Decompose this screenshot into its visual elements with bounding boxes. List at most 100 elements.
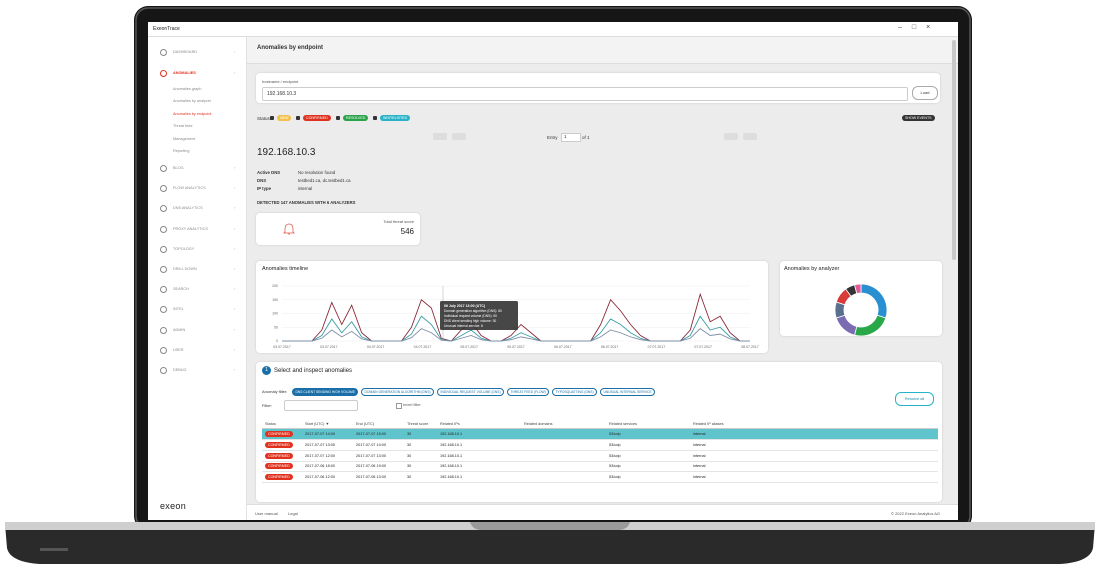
title-bar: ExeonTrace –□× bbox=[148, 22, 958, 37]
table-row[interactable] bbox=[262, 472, 938, 484]
status-checkbox[interactable] bbox=[270, 116, 274, 120]
text-filter-label: Filter: bbox=[262, 403, 272, 408]
show-events[interactable]: SHOW EVENTS bbox=[902, 115, 935, 121]
bell-icon bbox=[283, 223, 295, 235]
status-checkbox[interactable] bbox=[296, 116, 300, 120]
status-checkbox[interactable] bbox=[336, 116, 340, 120]
anomaly-summary: DETECTED 147 ANOMALIES WITH 6 ANALYZERS bbox=[257, 200, 356, 205]
filter-label: Anomaly filter: bbox=[262, 389, 288, 394]
analyzer-card: Anomalies by analyzer bbox=[780, 261, 942, 336]
screen: ExeonTrace –□× exeon DASHBOARD › ANOMALIES… bbox=[148, 22, 958, 520]
first-page[interactable] bbox=[433, 133, 447, 140]
status-chip[interactable]: NEW bbox=[277, 115, 292, 121]
nav-item[interactable]: TOPOLOGY bbox=[173, 246, 195, 251]
window-controls[interactable]: –□× bbox=[898, 24, 941, 31]
status-chip[interactable]: WHITELISTED bbox=[380, 115, 411, 121]
nav-subitem[interactable]: Threat feed bbox=[173, 124, 193, 129]
filter-chip[interactable]: DNS CLIENT SENDING HIGH VOLUME bbox=[292, 388, 359, 396]
nav-subitem[interactable]: Management bbox=[173, 136, 196, 141]
status-chip[interactable]: CONFIRMED bbox=[265, 463, 293, 470]
analyzer-donut bbox=[834, 283, 888, 336]
filter-input[interactable] bbox=[284, 400, 358, 411]
filter-chip[interactable]: UNUSUAL INTERNAL SERVICE bbox=[600, 388, 656, 396]
tooltip bbox=[440, 301, 518, 330]
filter-chip[interactable]: THREAT FEED (FLOW) bbox=[507, 388, 550, 396]
last-page[interactable] bbox=[743, 133, 757, 140]
invert-checkbox[interactable] bbox=[396, 403, 402, 409]
table-row[interactable] bbox=[262, 451, 938, 462]
y-tick-label: 100 bbox=[272, 312, 278, 316]
cell: 2017-07-07 13:00 bbox=[305, 442, 335, 447]
analyzer-title: Anomalies by analyzer bbox=[784, 266, 840, 272]
footer-link[interactable]: Legal bbox=[288, 511, 298, 516]
nav-caret: › bbox=[234, 266, 236, 271]
y-tick-label: 0 bbox=[276, 339, 278, 343]
invert-label: Invert filter bbox=[403, 403, 421, 407]
status-checkbox[interactable] bbox=[373, 116, 377, 120]
next-page[interactable] bbox=[724, 133, 738, 140]
nav-item[interactable]: ANOMALIES bbox=[173, 71, 196, 75]
tooltip-line: 06 July 2017 13:00 (UTC) bbox=[444, 304, 485, 308]
table-row[interactable] bbox=[262, 429, 938, 440]
nav-item[interactable]: PROXY ANALYTICS bbox=[173, 226, 208, 231]
x-tick-label: 06.07.2017 bbox=[601, 345, 619, 349]
page-header: Anomalies by endpoint bbox=[247, 37, 958, 64]
tooltip-line: Individual request volume (DNS): 50 bbox=[444, 314, 497, 318]
filter-chip[interactable]: INDIVIDUAL REQUEST VOLUME (DNS) bbox=[437, 388, 505, 396]
cell: 53/udp bbox=[609, 475, 621, 480]
search-input[interactable]: 192.168.10.3 bbox=[262, 87, 908, 101]
donut-segment bbox=[860, 283, 888, 319]
nav-caret: › bbox=[234, 245, 236, 251]
y-tick-label: 200 bbox=[272, 284, 278, 288]
nav-item[interactable]: USER bbox=[173, 347, 184, 352]
footer: © 2022 Exeon Analytics AG User manual Leg… bbox=[247, 504, 958, 520]
nav-icon bbox=[160, 70, 167, 77]
footer-link[interactable]: User manual bbox=[255, 511, 278, 516]
score-label: Total threat score bbox=[383, 219, 414, 224]
nav-icon bbox=[160, 225, 167, 233]
entry-input[interactable]: 1 bbox=[561, 133, 581, 142]
nav-item[interactable]: ADMIN bbox=[173, 327, 186, 332]
nav-item[interactable]: DNS ANALYTICS bbox=[173, 206, 203, 211]
score-card: Total threat score 546 bbox=[256, 213, 420, 245]
resolve-all[interactable]: Resolve all bbox=[895, 392, 934, 406]
sidebar: exeon DASHBOARD › ANOMALIES › Anomalies grap… bbox=[148, 37, 247, 520]
info-value: testbed1.ca, dc.testbed1.ca bbox=[298, 178, 351, 183]
status-chip[interactable]: CONFIRMED bbox=[265, 441, 293, 448]
nav-item[interactable]: DEBUG bbox=[173, 368, 187, 372]
anomalies-card: 1 Select and inspect anomalies Anomaly f… bbox=[256, 362, 942, 502]
nav-item[interactable]: BLOG bbox=[173, 166, 184, 170]
load-button[interactable]: Load bbox=[912, 86, 938, 100]
nav-item[interactable]: FLOW ANALYTICS bbox=[173, 186, 206, 191]
nav-subitem[interactable]: Anomalies by analyzer bbox=[173, 99, 212, 104]
nav-item[interactable]: DRILL DOWN bbox=[173, 267, 197, 271]
status-chip[interactable]: RESOLVED bbox=[343, 115, 369, 121]
nav-subitem[interactable]: Reporting bbox=[173, 149, 190, 153]
cell: 2017-07-07 15:00 bbox=[356, 432, 386, 436]
timeline-chart: 0 50 100 150 200 03.07.2017 03.07.2017 04.07.20… bbox=[272, 284, 759, 349]
nav-icon bbox=[160, 266, 167, 273]
cell: 30 bbox=[407, 464, 412, 469]
y-tick-label: 150 bbox=[272, 298, 278, 302]
nav-subitem[interactable]: Anomalies graph bbox=[173, 87, 202, 91]
nav-item[interactable]: DASHBOARD bbox=[173, 50, 198, 54]
scrollbar[interactable] bbox=[952, 40, 956, 260]
prev-page[interactable] bbox=[452, 133, 466, 140]
nav-item[interactable]: SEARCH bbox=[173, 287, 189, 292]
column-header: Related domains bbox=[524, 422, 553, 426]
filter-chip[interactable]: DOMAIN GENERATION ALGORITHM (DNS) bbox=[361, 388, 435, 396]
donut-segment bbox=[854, 283, 862, 295]
nav-item[interactable]: INTEL bbox=[173, 307, 184, 312]
status-chip[interactable]: CONFIRMED bbox=[303, 115, 331, 121]
status-chip[interactable]: CONFIRMED bbox=[265, 431, 293, 437]
nav-caret: › bbox=[234, 49, 236, 54]
table-row[interactable] bbox=[262, 440, 938, 451]
status-chip[interactable]: CONFIRMED bbox=[265, 452, 293, 459]
nav-subitem[interactable]: Anomalies by endpoint bbox=[173, 111, 212, 116]
table-row[interactable] bbox=[262, 461, 938, 473]
filter-chip[interactable]: TYPOSQUATTING (DNS) bbox=[552, 388, 598, 396]
nav-caret: › bbox=[234, 165, 236, 170]
status-chip[interactable]: CONFIRMED bbox=[265, 474, 293, 481]
cell: 192.168.10.1 bbox=[440, 464, 463, 469]
cell: 53/udp bbox=[609, 432, 621, 436]
